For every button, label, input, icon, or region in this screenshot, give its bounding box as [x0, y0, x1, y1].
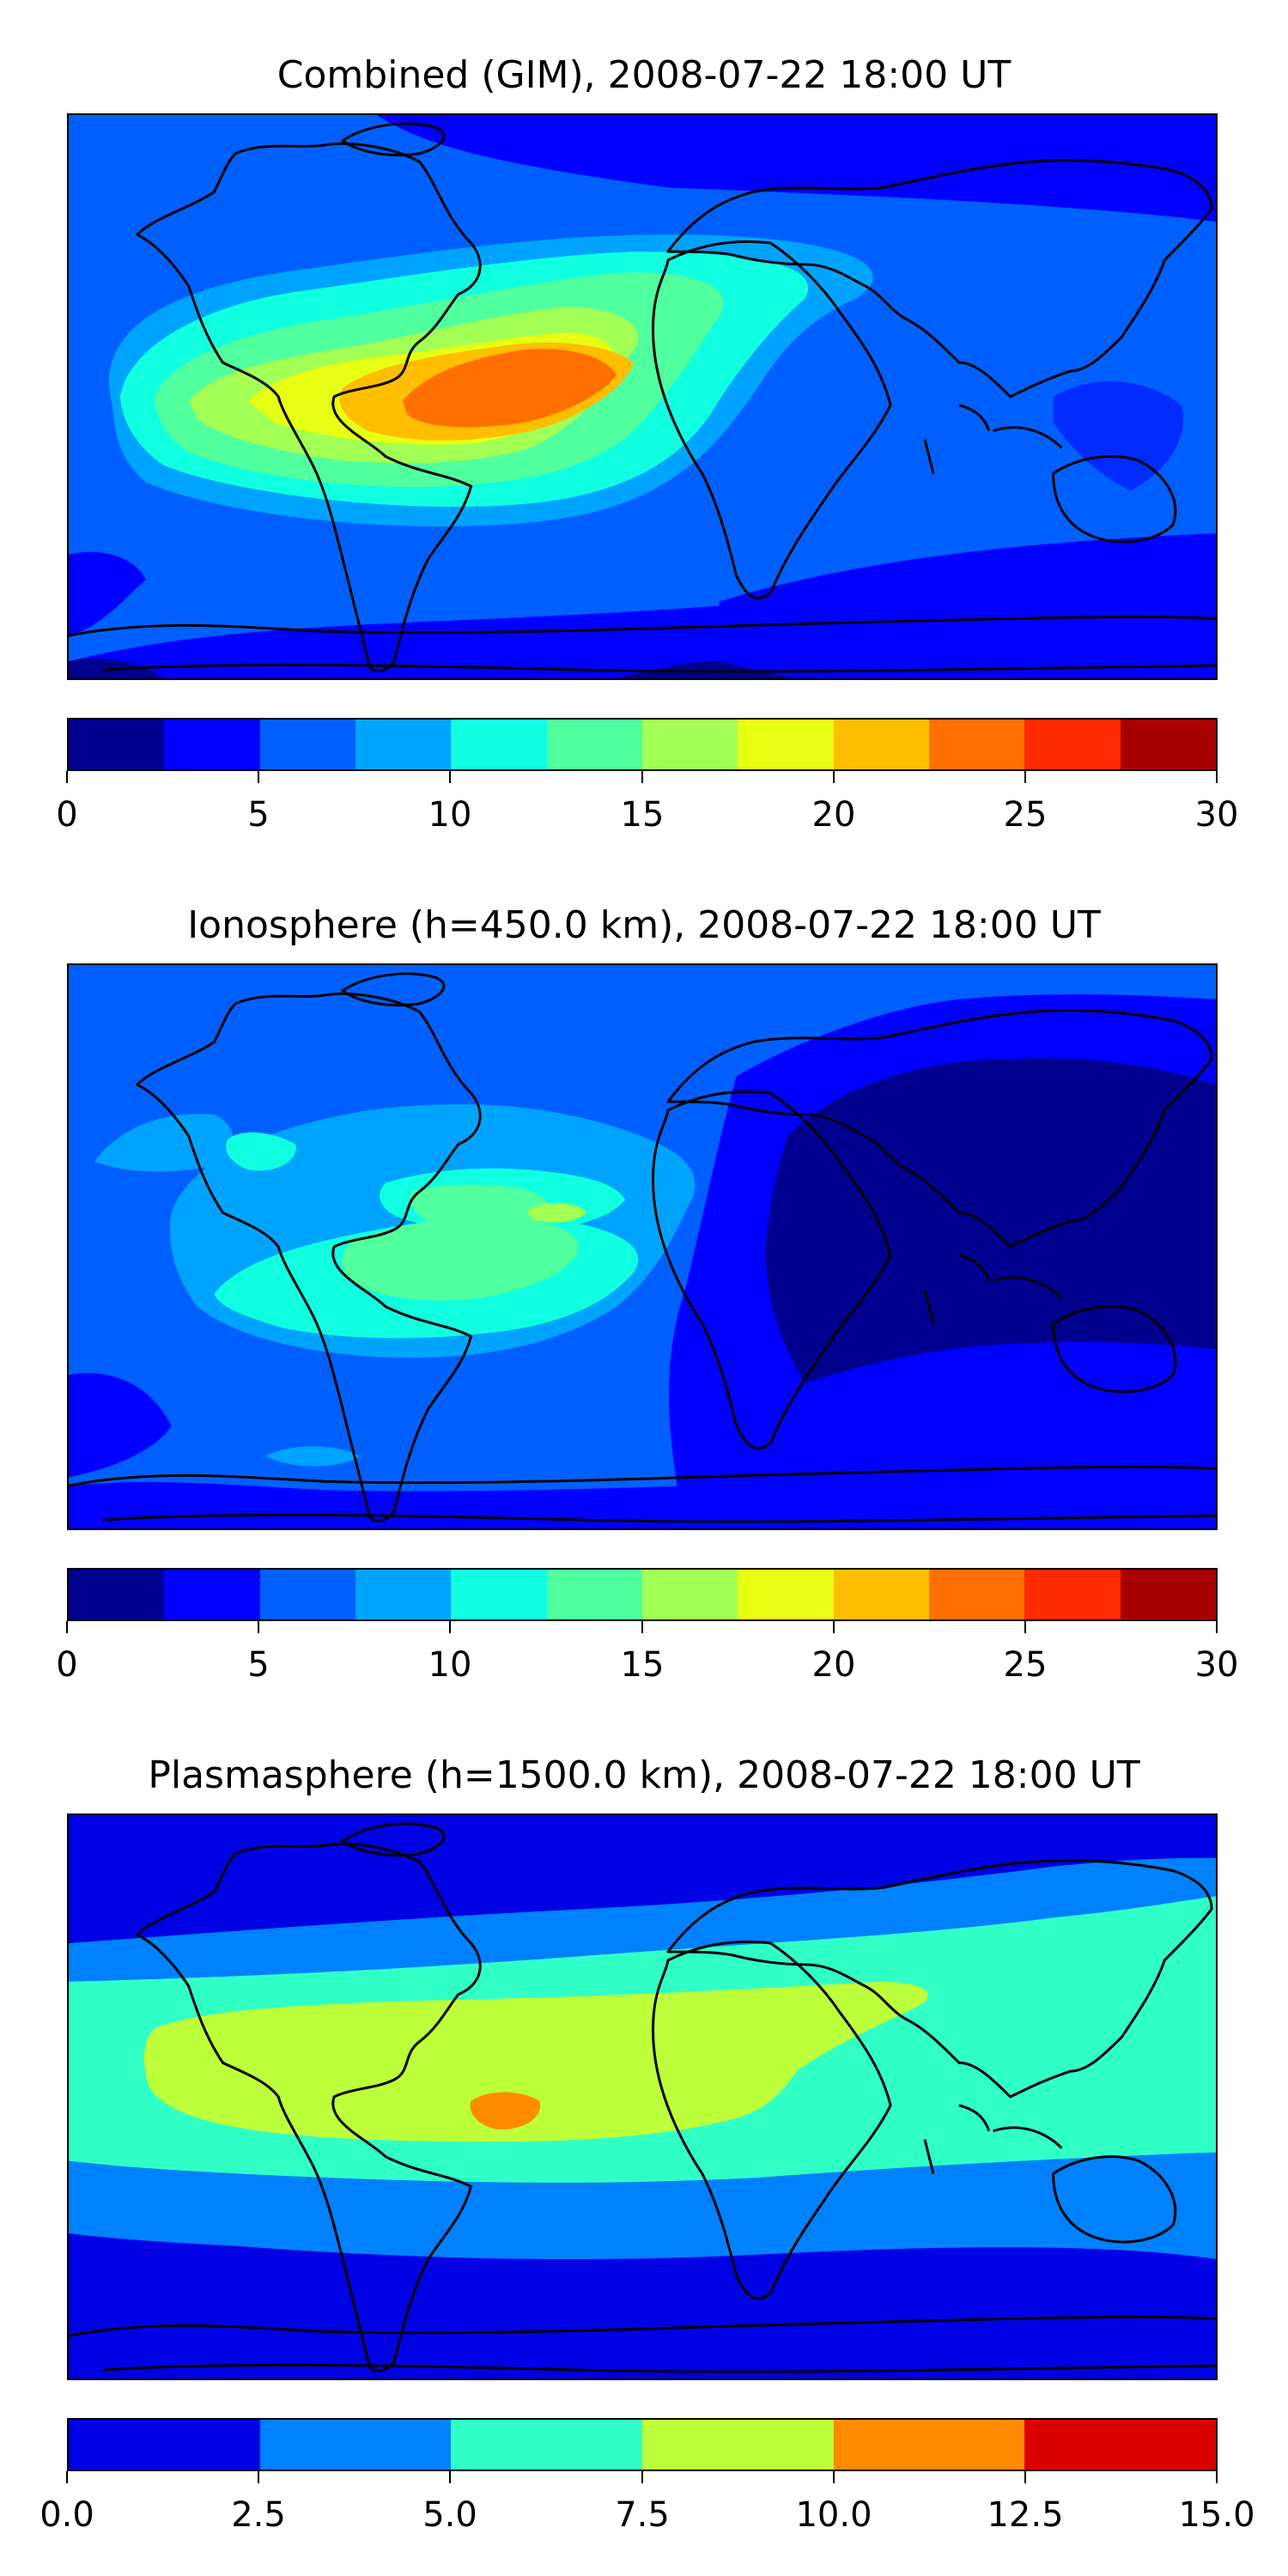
colorbar-tick-label: 15.0 — [1178, 2495, 1255, 2535]
map-title-plasmasphere: Plasmasphere (h=1500.0 km), 2008-07-22 1… — [148, 1753, 1140, 1797]
colorbar-tick-label: 7.5 — [615, 2495, 670, 2535]
colorbar-tick — [449, 771, 451, 783]
colorbar-tick-label: 5.0 — [422, 2495, 477, 2535]
colorbar-segment — [546, 720, 642, 769]
colorbar-tick — [1024, 1621, 1026, 1633]
colorbar-tick-label: 0.0 — [39, 2495, 94, 2535]
colorbar-tick-label: 10.0 — [795, 2495, 872, 2535]
colorbar-plasmasphere — [67, 2418, 1218, 2471]
colorbar-tick-label: 20 — [811, 1645, 856, 1685]
colorbar-tick — [66, 2471, 68, 2483]
colorbar-segment — [641, 720, 738, 769]
colorbar-segment — [642, 2420, 834, 2470]
map-combined — [67, 113, 1218, 680]
colorbar-segment — [69, 720, 165, 769]
colorbar-tick — [66, 771, 68, 783]
colorbar-segment — [928, 1570, 1025, 1619]
colorbar-segment — [1120, 720, 1216, 769]
colorbar-segment — [1024, 1570, 1121, 1619]
colorbar-tick-label: 15 — [620, 795, 665, 835]
colorbar-tick-label: 15 — [620, 1645, 665, 1685]
colorbar-segment — [164, 1570, 260, 1619]
colorbar-segment — [259, 720, 355, 769]
colorbar-tick-label: 12.5 — [987, 2495, 1064, 2535]
colorbar-tick — [66, 1621, 68, 1633]
colorbar-tick-label: 20 — [811, 795, 856, 835]
map-title-combined: Combined (GIM), 2008-07-22 18:00 UT — [276, 53, 1012, 97]
colorbar-tick-label: 30 — [1194, 795, 1239, 835]
colorbar-segment — [738, 1570, 834, 1619]
colorbar-tick-label: 25 — [1003, 1645, 1048, 1685]
tec-contour-plasmasphere — [69, 1815, 1216, 2379]
tec-contour-combined — [69, 115, 1216, 678]
colorbar-tick-label: 25 — [1003, 795, 1048, 835]
colorbar-segment — [833, 2420, 1025, 2470]
colorbar-tick-label: 5 — [247, 1645, 270, 1685]
colorbar-segment — [1024, 2420, 1217, 2470]
colorbar-tick-label: 10 — [428, 1645, 472, 1685]
colorbar-tick — [641, 1621, 643, 1633]
colorbar-tick — [258, 1621, 259, 1633]
colorbar-tick — [833, 771, 835, 783]
colorbar-tick — [641, 771, 643, 783]
map-title-ionosphere: Ionosphere (h=450.0 km), 2008-07-22 18:0… — [187, 903, 1101, 947]
colorbar-segment — [164, 720, 260, 769]
colorbar-ionosphere — [67, 1568, 1218, 1621]
colorbar-segment — [355, 1570, 452, 1619]
colorbar-tick — [449, 2471, 451, 2483]
colorbar-tick — [258, 2471, 259, 2483]
colorbar-combined — [67, 718, 1218, 771]
colorbar-tick-label: 2.5 — [231, 2495, 286, 2535]
colorbar-tick — [1024, 771, 1026, 783]
colorbar-segment — [546, 1570, 642, 1619]
colorbar-tick — [1216, 2471, 1218, 2483]
colorbar-tick — [258, 771, 259, 783]
colorbar-segment — [1120, 1570, 1216, 1619]
colorbar-segment — [833, 720, 929, 769]
colorbar-segment — [1024, 720, 1121, 769]
colorbar-segment — [738, 720, 834, 769]
colorbar-tick — [449, 1621, 451, 1633]
colorbar-tick-label: 30 — [1194, 1645, 1239, 1685]
colorbar-tick — [1216, 1621, 1218, 1633]
map-ionosphere — [67, 963, 1218, 1530]
colorbar-tick — [1024, 2471, 1026, 2483]
colorbar-segment — [451, 720, 547, 769]
colorbar-tick — [833, 2471, 835, 2483]
tec-contour-ionosphere — [69, 965, 1216, 1528]
colorbar-tick-label: 0 — [56, 795, 78, 835]
colorbar-tick-label: 10 — [428, 795, 472, 835]
colorbar-tick — [1216, 771, 1218, 783]
colorbar-segment — [259, 2420, 452, 2470]
colorbar-tick-label: 5 — [247, 795, 270, 835]
map-plasmasphere — [67, 1814, 1218, 2380]
colorbar-segment — [69, 1570, 165, 1619]
colorbar-segment — [451, 2420, 643, 2470]
colorbar-tick — [641, 2471, 643, 2483]
colorbar-segment — [69, 2420, 260, 2470]
colorbar-segment — [355, 720, 452, 769]
colorbar-segment — [451, 1570, 547, 1619]
colorbar-segment — [928, 720, 1025, 769]
colorbar-segment — [259, 1570, 355, 1619]
colorbar-segment — [833, 1570, 929, 1619]
colorbar-tick — [833, 1621, 835, 1633]
colorbar-segment — [641, 1570, 738, 1619]
colorbar-tick-label: 0 — [56, 1645, 78, 1685]
